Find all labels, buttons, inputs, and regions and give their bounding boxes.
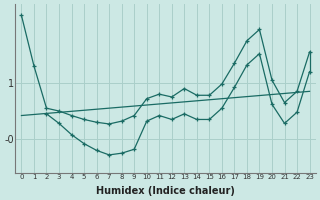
X-axis label: Humidex (Indice chaleur): Humidex (Indice chaleur) [96,186,235,196]
